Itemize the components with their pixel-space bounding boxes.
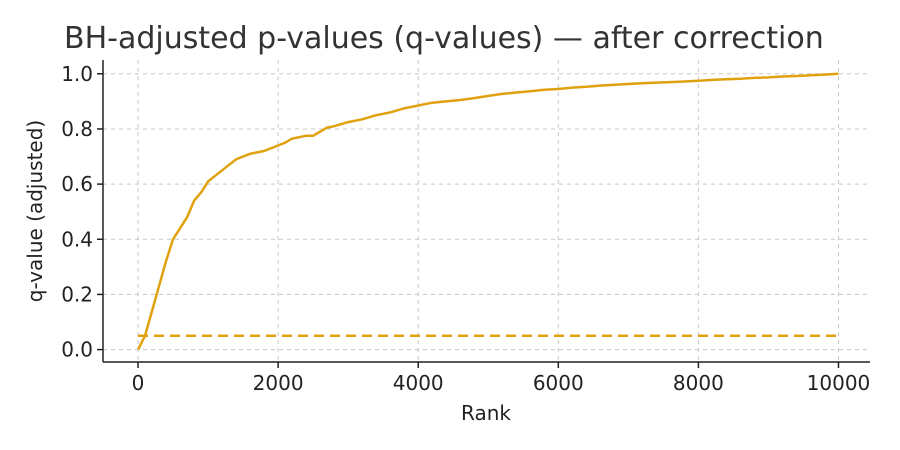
x-tick-label: 6000 xyxy=(533,371,584,395)
y-tick-label: 1.0 xyxy=(61,62,93,86)
y-tick-label: 0.6 xyxy=(61,172,93,196)
y-axis-label: q-value (adjusted) xyxy=(23,120,47,302)
y-tick-label: 0.4 xyxy=(61,227,93,251)
chart-title: BH-adjusted p-values (q-values) — after … xyxy=(64,21,824,56)
plot-area xyxy=(136,72,839,351)
y-tick-label: 0.8 xyxy=(61,117,93,141)
x-tick-label: 2000 xyxy=(253,371,304,395)
y-tick-label: 0.2 xyxy=(61,282,93,306)
grid xyxy=(103,60,870,362)
q-value-line xyxy=(136,72,839,351)
y-tick-label: 0.0 xyxy=(61,338,93,362)
x-tick-label: 8000 xyxy=(673,371,724,395)
axes xyxy=(102,60,870,363)
x-tick-label: 4000 xyxy=(393,371,444,395)
x-tick-label: 10000 xyxy=(807,371,871,395)
x-tick-label: 0 xyxy=(132,371,145,395)
ticks: 0 2000 4000 6000 8000 10000 0.0 0.2 0.4 0.6 0.8 1.0 xyxy=(61,62,870,395)
x-axis-label: Rank xyxy=(461,401,511,425)
